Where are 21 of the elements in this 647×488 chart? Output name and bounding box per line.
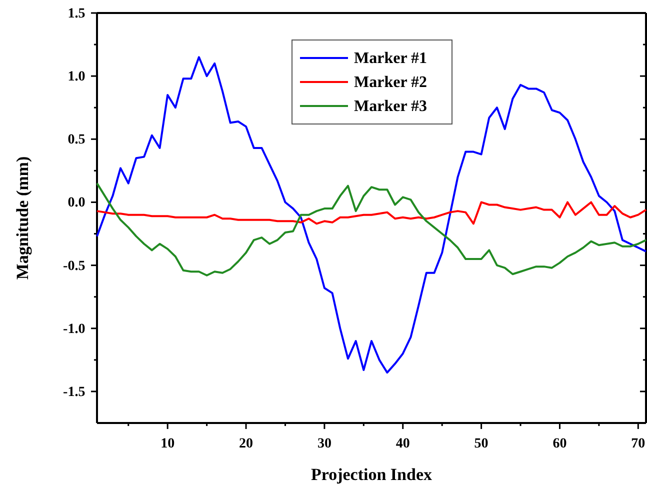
- line-series: [96, 182, 647, 276]
- x-tick-label: 30: [317, 436, 332, 452]
- legend-label: Marker #3: [354, 98, 428, 115]
- x-tick-label: 70: [631, 436, 646, 452]
- y-tick-label: 1.5: [68, 6, 86, 22]
- y-tick-label: 0.0: [68, 196, 86, 211]
- y-tick-label: -1.5: [63, 384, 86, 400]
- x-tick-label: 50: [474, 436, 488, 452]
- y-tick-label: 1.0: [68, 70, 86, 85]
- legend-label: Marker #1: [354, 50, 428, 67]
- y-tick-label: 0.5: [68, 132, 86, 148]
- line-series: [96, 201, 647, 225]
- x-tick-label: 60: [552, 436, 567, 452]
- x-tick-label: 40: [396, 436, 410, 452]
- x-tick-label: 20: [239, 436, 254, 452]
- x-tick-label: 10: [160, 436, 175, 452]
- x-axis-title: Projection Index: [310, 465, 433, 484]
- y-tick-label: -0.5: [63, 258, 86, 274]
- legend-label: Marker #2: [354, 74, 428, 91]
- y-axis-title: Magnitude (mm): [13, 156, 32, 280]
- y-tick-label: -1.0: [63, 322, 86, 337]
